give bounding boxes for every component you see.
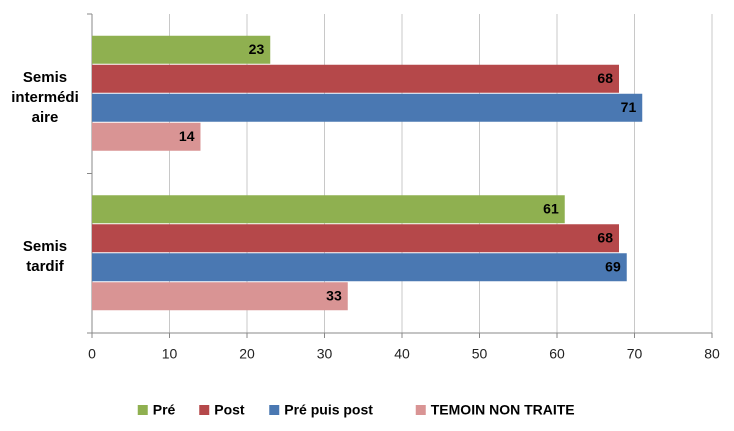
legend-label: Post <box>214 402 245 418</box>
data-label: 61 <box>543 200 559 216</box>
y-tick-label: Semis intermédiaire <box>11 68 79 126</box>
x-tick-label: 0 <box>88 346 96 362</box>
x-tick-label: 50 <box>472 346 488 362</box>
bar <box>92 224 619 253</box>
bar <box>92 35 271 64</box>
legend-swatch <box>269 405 280 415</box>
bar <box>92 282 348 311</box>
data-label: 14 <box>179 128 195 144</box>
data-label: 33 <box>326 287 342 303</box>
data-label: 68 <box>597 70 613 86</box>
legend-label: Pré <box>153 402 176 418</box>
legend-swatch <box>199 405 210 415</box>
data-label: 69 <box>605 258 621 274</box>
x-tick-label: 70 <box>627 346 643 362</box>
x-tick-label: 20 <box>239 346 255 362</box>
data-label: 23 <box>249 41 265 57</box>
legend-swatch <box>137 405 148 415</box>
x-tick-label: 40 <box>394 346 410 362</box>
data-label: 71 <box>621 99 637 115</box>
x-tick-label: 30 <box>317 346 333 362</box>
legend-label: TEMOIN NON TRAITE <box>431 402 575 418</box>
x-tick-label: 80 <box>704 346 720 362</box>
bar <box>92 122 201 151</box>
x-tick-label: 10 <box>162 346 178 362</box>
x-tick-label: 60 <box>549 346 565 362</box>
bar <box>92 195 565 224</box>
bar <box>92 253 627 282</box>
data-label: 68 <box>597 229 613 245</box>
bar <box>92 64 619 93</box>
legend-label: Pré puis post <box>284 402 373 418</box>
legend-swatch <box>415 405 426 415</box>
bar <box>92 93 643 122</box>
y-tick-label: Semis tardif <box>22 238 68 276</box>
